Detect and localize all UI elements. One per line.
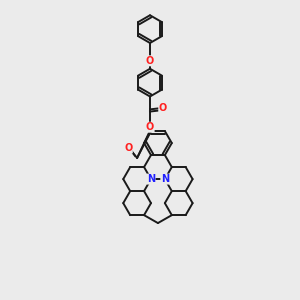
Text: N: N [147, 174, 155, 184]
Text: O: O [124, 143, 132, 153]
Text: O: O [146, 122, 154, 132]
Text: O: O [159, 103, 167, 113]
Text: N: N [161, 174, 169, 184]
Text: O: O [146, 56, 154, 66]
